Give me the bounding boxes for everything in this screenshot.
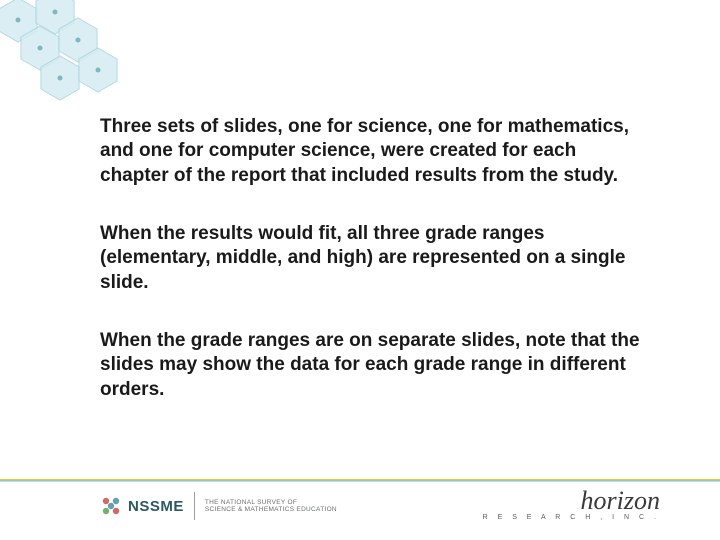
hexagon-decoration — [0, 0, 140, 110]
slide-body: Three sets of slides, one for science, o… — [100, 115, 640, 436]
logo-divider — [194, 492, 195, 520]
divider-stripe-3 — [0, 481, 720, 482]
horizon-sub: R E S E A R C H , I N C . — [483, 514, 660, 521]
paragraph-2: When the results would fit, all three gr… — [100, 222, 640, 295]
nssme-sub-line1: THE NATIONAL SURVEY OF — [205, 499, 337, 506]
horizon-logo: horizon R E S E A R C H , I N C . — [483, 491, 660, 521]
nssme-sub-line2: SCIENCE & MATHEMATICS EDUCATION — [205, 506, 337, 513]
footer-divider — [0, 479, 720, 482]
nssme-dots-icon — [100, 495, 122, 517]
nssme-wordmark: NSSME — [128, 498, 184, 515]
footer: NSSME THE NATIONAL SURVEY OF SCIENCE & M… — [100, 486, 660, 526]
paragraph-3: When the grade ranges are on separate sl… — [100, 329, 640, 402]
nssme-mark: NSSME — [100, 495, 184, 517]
horizon-script: horizon — [581, 491, 660, 512]
nssme-logo: NSSME THE NATIONAL SURVEY OF SCIENCE & M… — [100, 492, 337, 520]
nssme-subtitle: THE NATIONAL SURVEY OF SCIENCE & MATHEMA… — [205, 499, 337, 514]
paragraph-1: Three sets of slides, one for science, o… — [100, 115, 640, 188]
